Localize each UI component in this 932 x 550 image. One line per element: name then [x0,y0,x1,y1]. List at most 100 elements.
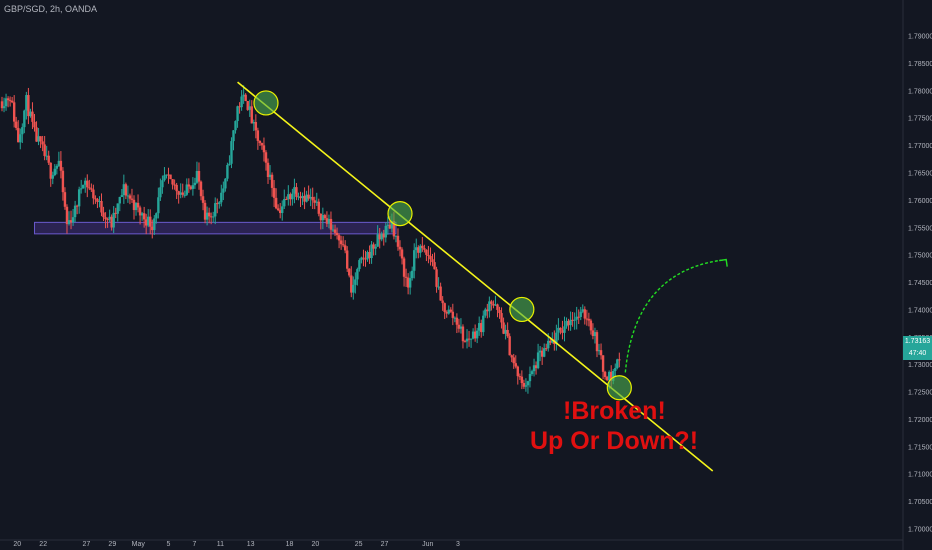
candle-body [350,275,353,293]
candle-body [512,357,515,364]
candle-body [364,258,367,260]
y-tick-label: 1.77000 [908,143,932,150]
candle-body [106,219,109,221]
candle-body [482,315,485,333]
trendline[interactable] [237,81,714,472]
candle-body [380,233,383,240]
candle-body [203,202,207,220]
candle-body [201,196,205,203]
x-tick-label: 5 [167,541,171,548]
candle-body [67,220,71,225]
x-tick-label: 11 [217,541,224,548]
candle-body [396,235,400,247]
candle-body [618,359,621,361]
candle-body [545,348,548,350]
candle-body [98,201,101,203]
candle-body [435,269,438,287]
candle-body [567,320,570,326]
candle-body [538,350,542,353]
candle-body [557,327,560,333]
candle-body [333,229,337,233]
touch-circles [253,90,632,401]
candle-body [138,207,142,216]
x-tick-label: 20 [312,541,320,548]
candle-body [346,250,349,269]
candle-body [392,220,396,237]
candle-body [368,251,371,259]
candle-body [457,324,461,329]
candle-body [514,363,517,367]
time-axis[interactable]: 20 22 27 29 May 5 7 11 13 18 20 25 27 Jun 3 [0,539,903,548]
candle-body [102,212,105,218]
candle-body [585,318,589,320]
y-tick-label: 1.72500 [908,390,932,397]
candle-body [595,332,599,352]
candle-body [23,110,26,128]
candle-body [551,339,554,343]
candle-body [449,309,452,312]
candle-body [536,352,540,369]
candle-body [195,170,199,183]
candle-body [260,143,264,146]
candle-body [425,249,428,255]
candle-body [299,196,302,199]
candle-body [43,144,46,156]
candle-body [549,340,552,343]
candle-body [547,340,550,349]
candle-body [41,141,44,145]
y-tick-label: 1.75000 [908,253,932,260]
y-tick-label: 1.70000 [908,526,932,533]
candle-body [540,350,544,357]
candle-body [199,181,203,197]
candle-body [167,174,170,176]
candle-body [303,195,306,202]
candle-body [126,195,130,197]
candle-body [443,303,446,313]
candle-body [220,192,223,203]
candle-body [315,201,318,203]
candle-body [309,196,312,199]
candle-body [244,94,247,102]
y-tick-label: 1.76500 [908,171,932,178]
candle-body [140,213,144,216]
candle-body [153,218,156,231]
candle-body [214,203,217,217]
candle-body [65,206,69,225]
candle-body [599,350,603,356]
candle-body [607,371,611,381]
candle-body [343,245,347,251]
x-tick-label: 27 [381,541,389,548]
last-price-tag: 1.73163 47:40 [903,336,932,360]
candle-body [453,317,457,319]
price-axis[interactable]: 1.70000 1.70500 1.71000 1.71500 1.72000 1.725… [902,0,932,550]
candle-body [502,322,505,334]
candle-body [587,318,591,321]
candle-body [216,203,219,205]
candle-body [362,257,365,259]
candle-body [136,202,140,208]
candle-body [382,233,385,238]
candle-body [10,100,14,103]
candle-body [593,332,597,337]
trendline-line[interactable] [237,81,714,472]
candle-body [305,194,308,202]
candle-body [177,191,180,195]
y-tick-label: 1.76000 [908,198,932,205]
candle-body [51,175,54,179]
candle-body [77,189,81,207]
candle-body [348,268,351,276]
candle-body [311,196,314,201]
candle-body [49,162,52,179]
candle-body [183,194,186,196]
candle-body [394,235,398,237]
candle-body [193,182,197,186]
candle-body [228,163,231,166]
bar-countdown: 47:40 [908,350,927,357]
candle-body [516,366,519,377]
candle-body [209,216,213,218]
candle-body [571,319,574,321]
candle-body [96,199,99,202]
candle-body [132,199,136,211]
candle-body [116,203,119,214]
